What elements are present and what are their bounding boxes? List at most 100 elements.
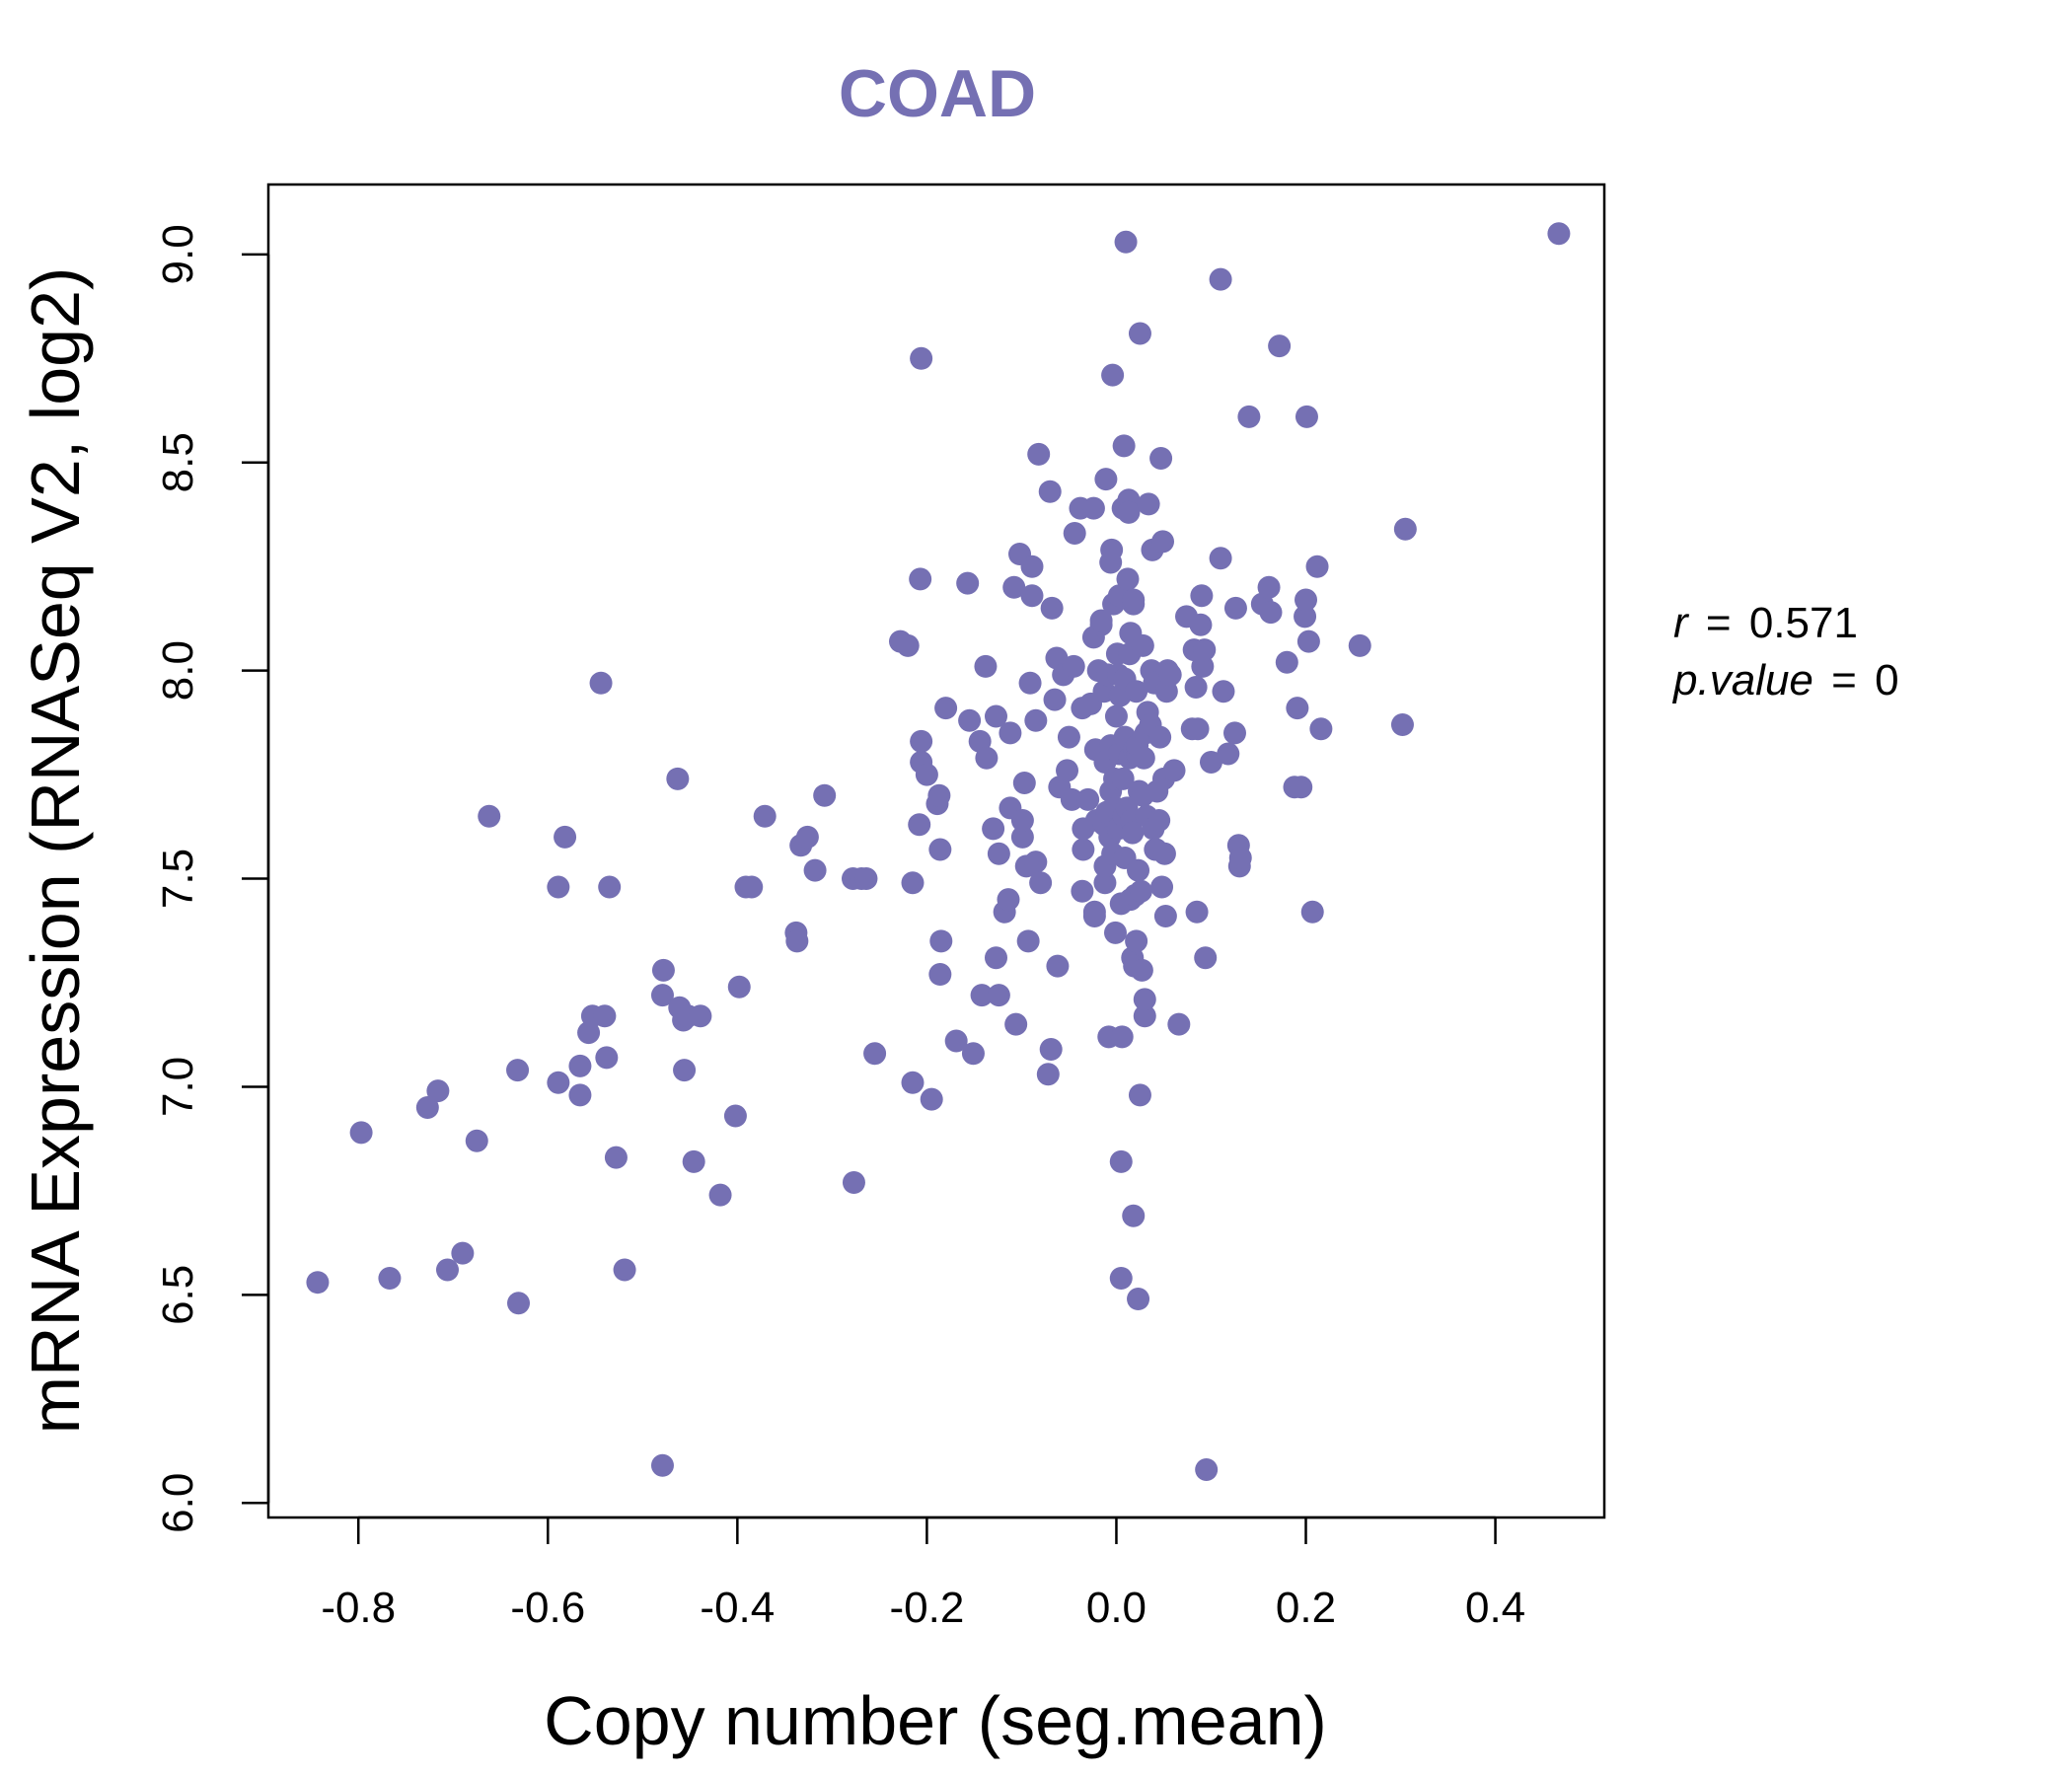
data-point (1114, 230, 1138, 254)
data-point (1117, 500, 1141, 524)
data-point (1259, 601, 1283, 625)
data-point (753, 804, 777, 828)
data-point (961, 1042, 985, 1066)
p-value: 0 (1875, 656, 1898, 704)
y-tick-label: 6.5 (154, 1265, 202, 1325)
data-point (1101, 363, 1125, 387)
data-point (1257, 575, 1281, 599)
data-point (1029, 871, 1053, 895)
data-point (1296, 629, 1320, 653)
data-point (1151, 530, 1175, 554)
data-point (1133, 988, 1156, 1011)
data-point (1112, 434, 1136, 458)
data-point (595, 1046, 619, 1070)
data-point (1109, 1149, 1133, 1173)
data-point (1294, 605, 1317, 629)
data-point (854, 867, 878, 891)
data-point (910, 729, 933, 753)
data-point (727, 975, 751, 999)
data-point (740, 875, 764, 899)
data-point (1290, 776, 1313, 799)
data-point (863, 1042, 887, 1066)
data-point (547, 1071, 570, 1094)
data-point (306, 1271, 330, 1295)
p-label: p.value (1671, 656, 1813, 704)
data-point (1153, 905, 1177, 928)
data-point (1038, 480, 1062, 503)
y-tick-label: 8.0 (154, 640, 202, 701)
data-point (1072, 838, 1095, 861)
data-point (1082, 905, 1106, 928)
data-point (1217, 742, 1240, 766)
data-point (604, 1146, 628, 1169)
data-point (974, 654, 998, 678)
data-point (1010, 825, 1034, 849)
x-axis-title: Copy number (seg.mean) (544, 1682, 1327, 1759)
data-point (568, 1083, 592, 1107)
data-point (1039, 1037, 1063, 1061)
data-point (1195, 1457, 1219, 1481)
data-point (1043, 688, 1067, 711)
data-point (1002, 575, 1026, 599)
y-tick-label: 8.5 (154, 432, 202, 492)
data-point (1130, 958, 1153, 982)
data-point (1004, 1012, 1028, 1036)
data-point (435, 1258, 459, 1282)
data-point (1024, 851, 1048, 874)
data-point (506, 1059, 530, 1082)
data-point (1309, 717, 1333, 741)
data-point (1209, 267, 1232, 291)
data-point (1129, 879, 1152, 903)
data-point (901, 1071, 925, 1094)
data-point (1062, 654, 1085, 678)
data-point (1024, 708, 1048, 732)
data-point (1040, 596, 1064, 620)
data-point (1122, 588, 1146, 612)
data-point (1081, 496, 1105, 520)
data-point (723, 1104, 747, 1128)
data-point (1018, 671, 1042, 695)
data-point (1063, 521, 1086, 545)
data-point (1133, 1004, 1156, 1028)
data-point (842, 1170, 865, 1194)
data-point (1390, 712, 1414, 736)
data-point (349, 1121, 373, 1145)
data-point (1131, 633, 1154, 657)
data-point (1148, 725, 1172, 749)
data-point (1093, 871, 1117, 895)
data-point (554, 825, 577, 849)
data-point (1185, 900, 1209, 924)
data-point (568, 1054, 592, 1077)
data-point (593, 1004, 617, 1028)
data-point (507, 1292, 531, 1315)
y-tick-label: 6.0 (154, 1473, 202, 1533)
data-point (982, 817, 1005, 841)
data-point (813, 783, 837, 807)
data-point (1286, 697, 1309, 720)
x-tick-label: 0.0 (1086, 1584, 1147, 1632)
y-tick-label: 9.0 (154, 224, 202, 284)
data-point (1060, 787, 1083, 811)
data-point (1209, 547, 1232, 570)
data-point (1152, 842, 1176, 865)
data-point (1128, 1083, 1151, 1107)
stats-annotation: r = 0.571 p.value = 0 (1671, 599, 1899, 704)
data-point (910, 346, 933, 370)
data-point (589, 671, 613, 695)
data-point (465, 1129, 488, 1152)
data-point (1020, 584, 1044, 608)
data-point (1547, 222, 1571, 246)
data-point (1111, 767, 1135, 790)
data-point (785, 929, 809, 953)
data-point (1199, 750, 1222, 774)
r-equals: = (1706, 599, 1732, 647)
data-point (934, 697, 958, 720)
data-point (1110, 1025, 1134, 1049)
data-point (920, 1087, 943, 1111)
data-point (415, 1096, 439, 1120)
data-point (378, 1266, 402, 1290)
p-equals: = (1831, 656, 1857, 704)
data-point (987, 842, 1010, 865)
data-point (1057, 725, 1080, 749)
data-point (1184, 676, 1208, 700)
